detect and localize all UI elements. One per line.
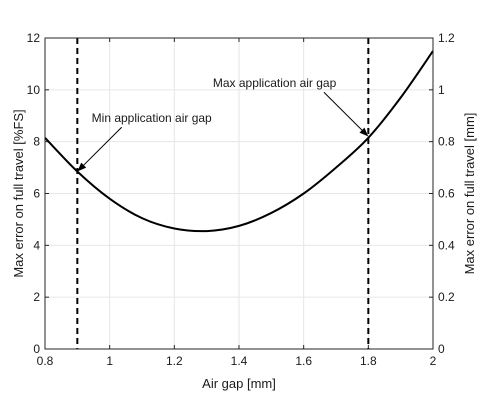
x-tick-label: 1.2 [166,354,183,368]
y-right-tick-label: 0.6 [438,187,455,201]
y-right-tick-label: 1.2 [438,31,455,45]
y-right-tick-label: 0.8 [438,135,455,149]
reference-lines [76,38,370,349]
annotation-arrow-head [77,162,87,172]
y-tick-label: 12 [27,31,41,45]
y-tick-label: 4 [33,238,40,252]
x-tick-label: 1.6 [295,354,312,368]
y-tick-label: 8 [33,135,40,149]
ticks: 0.8 1 1.2 1.4 1.6 1.8 202468101200.20.40.60.81… [27,31,455,368]
y-tick-label: 0 [33,342,40,356]
x-tick-label: 1.8 [360,354,377,368]
annotation-text: Max application air gap [213,76,337,90]
y-tick-label: 6 [33,187,40,201]
y-right-tick-label: 0.2 [438,290,455,304]
y-axis-label: Max error on full travel [%FS] [11,109,26,277]
x-tick-label: 1.4 [231,354,248,368]
annotations: Min application air gap Max application a… [77,76,369,172]
y-tick-label: 10 [27,83,41,97]
y-right-tick-label: 0.4 [438,238,455,252]
x-axis-label: Air gap [mm] [202,376,276,391]
y-axis-label-right: Max error on full travel [mm] [462,113,477,275]
annotation-text: Min application air gap [92,111,212,125]
annotation-arrow-line [78,126,123,171]
y-tick-label: 2 [33,290,40,304]
plot-frame [44,37,434,350]
series-line [44,50,434,233]
x-tick-label: 0.8 [37,354,54,368]
annotation-arrow-head [359,127,369,137]
y-right-tick-label: 1 [438,83,445,97]
annotation-arrow-line [323,91,368,136]
series [44,50,434,233]
y-right-tick-label: 0 [438,342,445,356]
x-tick-label: 2 [430,354,437,368]
x-tick-label: 1 [106,354,113,368]
